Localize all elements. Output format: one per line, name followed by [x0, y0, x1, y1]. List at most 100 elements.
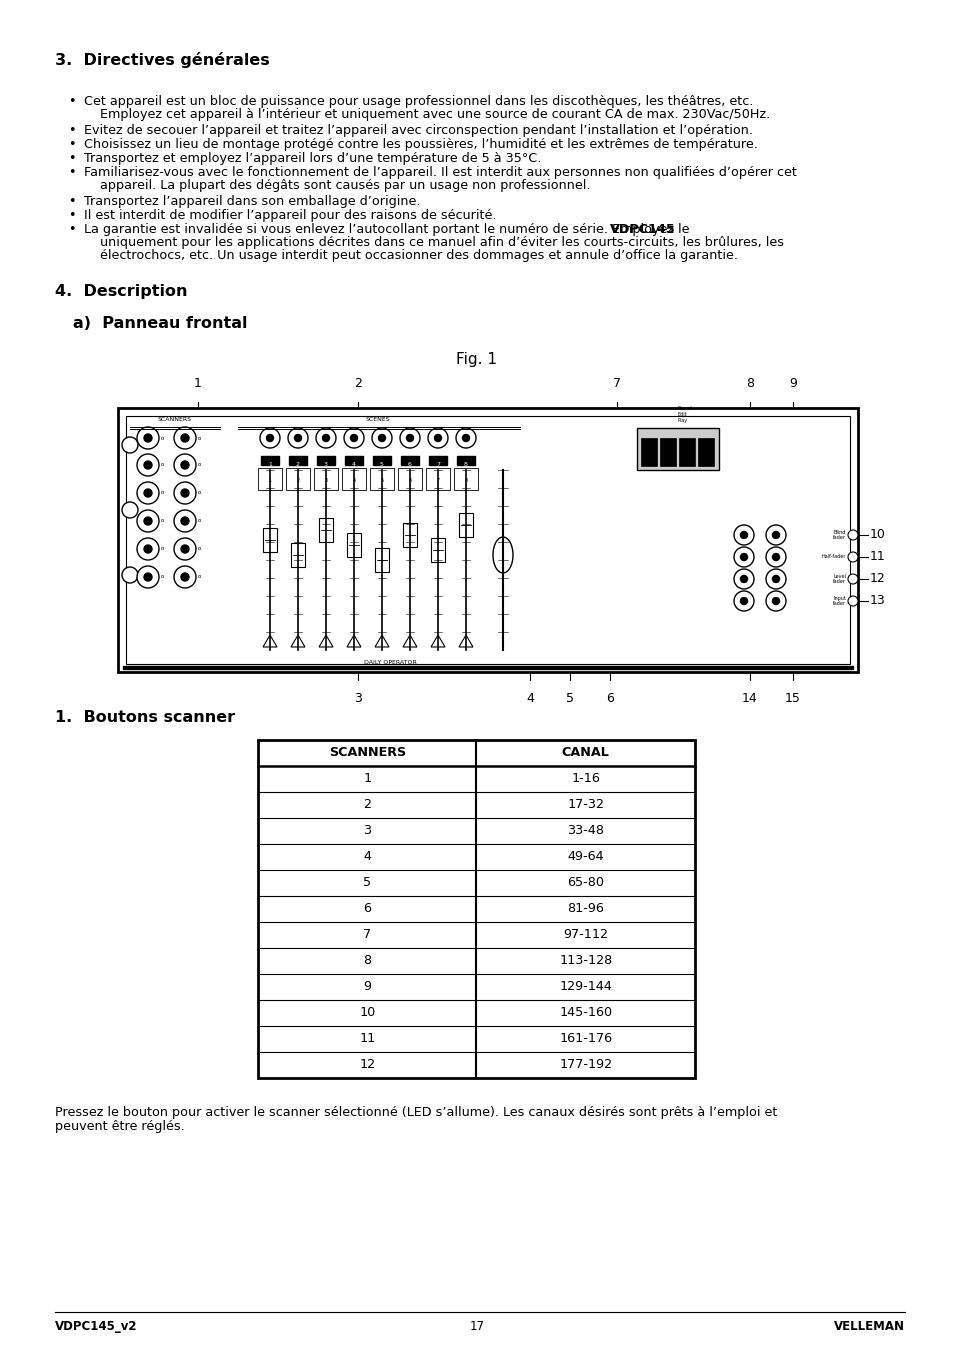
- Bar: [698, 438, 713, 466]
- Circle shape: [260, 428, 280, 449]
- Text: 17-32: 17-32: [567, 798, 603, 812]
- Text: •: •: [68, 195, 75, 208]
- Circle shape: [144, 434, 152, 442]
- Circle shape: [173, 566, 195, 588]
- Text: 11: 11: [358, 1032, 375, 1046]
- Circle shape: [847, 530, 857, 540]
- Circle shape: [122, 436, 138, 453]
- Text: 12: 12: [869, 573, 884, 585]
- Bar: [291, 543, 305, 567]
- Text: Half-fader: Half-fader: [821, 554, 845, 559]
- Text: Preset
Edit
Play: Preset Edit Play: [678, 405, 693, 423]
- Text: 3: 3: [363, 824, 371, 838]
- Bar: [318, 517, 333, 542]
- Text: 4: 4: [525, 692, 534, 705]
- Circle shape: [740, 576, 747, 582]
- Circle shape: [772, 531, 779, 539]
- Text: 49-64: 49-64: [567, 851, 603, 863]
- Text: 4: 4: [352, 462, 355, 467]
- Text: 145-160: 145-160: [558, 1006, 612, 1020]
- Polygon shape: [458, 635, 473, 647]
- Text: 3: 3: [324, 478, 327, 484]
- Circle shape: [181, 434, 189, 442]
- Bar: [257, 740, 695, 1078]
- Circle shape: [399, 428, 419, 449]
- Circle shape: [772, 554, 779, 561]
- Bar: [402, 523, 416, 547]
- Text: SCANNERS: SCANNERS: [158, 417, 192, 422]
- Bar: [261, 457, 278, 465]
- Text: o: o: [161, 462, 164, 467]
- Text: 5: 5: [363, 877, 371, 889]
- Circle shape: [847, 596, 857, 607]
- Circle shape: [434, 435, 441, 442]
- Polygon shape: [347, 635, 360, 647]
- Text: o: o: [198, 490, 201, 496]
- Circle shape: [173, 482, 195, 504]
- Bar: [289, 457, 307, 465]
- Text: o: o: [198, 462, 201, 467]
- Circle shape: [137, 482, 159, 504]
- Text: 1: 1: [363, 773, 371, 785]
- Circle shape: [144, 544, 152, 553]
- Circle shape: [122, 503, 138, 517]
- Circle shape: [173, 509, 195, 532]
- Text: •: •: [68, 223, 75, 236]
- Text: Cet appareil est un bloc de puissance pour usage professionnel dans les discothè: Cet appareil est un bloc de puissance po…: [84, 95, 753, 108]
- Text: I: I: [353, 488, 355, 493]
- Circle shape: [733, 547, 753, 567]
- Bar: [373, 457, 391, 465]
- Text: 129-144: 129-144: [558, 981, 612, 993]
- Text: 17: 17: [469, 1320, 484, 1333]
- Text: 1.  Boutons scanner: 1. Boutons scanner: [55, 711, 234, 725]
- Circle shape: [173, 427, 195, 449]
- Text: •: •: [68, 138, 75, 151]
- Polygon shape: [318, 635, 333, 647]
- Text: o: o: [161, 574, 164, 580]
- Text: Transportez l’appareil dans son emballage d’origine.: Transportez l’appareil dans son emballag…: [84, 195, 420, 208]
- Circle shape: [733, 569, 753, 589]
- Circle shape: [266, 435, 274, 442]
- Circle shape: [137, 566, 159, 588]
- Text: o: o: [198, 574, 201, 580]
- Text: Pressez le bouton pour activer le scanner sélectionné (LED s’allume). Les canaux: Pressez le bouton pour activer le scanne…: [55, 1106, 777, 1119]
- Text: 6: 6: [408, 478, 411, 484]
- Bar: [341, 467, 366, 490]
- Text: 7: 7: [363, 928, 371, 942]
- Text: appareil. La plupart des dégâts sont causés par un usage non professionnel.: appareil. La plupart des dégâts sont cau…: [84, 178, 590, 192]
- Text: 3: 3: [324, 462, 328, 467]
- Polygon shape: [263, 635, 276, 647]
- Polygon shape: [402, 635, 416, 647]
- Text: 1: 1: [268, 462, 272, 467]
- Circle shape: [847, 553, 857, 562]
- Circle shape: [173, 454, 195, 476]
- Bar: [431, 538, 444, 562]
- Circle shape: [772, 576, 779, 582]
- Text: Familiarisez-vous avec le fonctionnement de l’appareil. Il est interdit aux pers: Familiarisez-vous avec le fonctionnement…: [84, 166, 796, 178]
- Circle shape: [137, 427, 159, 449]
- Text: •: •: [68, 209, 75, 222]
- Text: 5: 5: [380, 478, 383, 484]
- Text: Input
fader: Input fader: [832, 596, 845, 607]
- Text: 6: 6: [605, 692, 614, 705]
- Text: uniquement pour les applications décrites dans ce manuel afin d’éviter les court: uniquement pour les applications décrite…: [84, 236, 783, 249]
- Circle shape: [740, 531, 747, 539]
- Text: 3.  Directives générales: 3. Directives générales: [55, 51, 270, 68]
- Text: I: I: [409, 488, 411, 493]
- Circle shape: [733, 590, 753, 611]
- Circle shape: [765, 526, 785, 544]
- Bar: [375, 549, 389, 571]
- Text: 10: 10: [358, 1006, 375, 1020]
- Circle shape: [772, 597, 779, 604]
- Text: o: o: [198, 435, 201, 440]
- Circle shape: [181, 544, 189, 553]
- Text: 2: 2: [354, 377, 361, 390]
- Bar: [345, 457, 363, 465]
- Text: CANAL: CANAL: [561, 747, 609, 759]
- Circle shape: [428, 428, 448, 449]
- Text: Il est interdit de modifier l’appareil pour des raisons de sécurité.: Il est interdit de modifier l’appareil p…: [84, 209, 496, 222]
- Bar: [458, 513, 473, 536]
- Text: I: I: [381, 488, 382, 493]
- Bar: [679, 438, 695, 466]
- Text: VDPC145: VDPC145: [609, 223, 675, 236]
